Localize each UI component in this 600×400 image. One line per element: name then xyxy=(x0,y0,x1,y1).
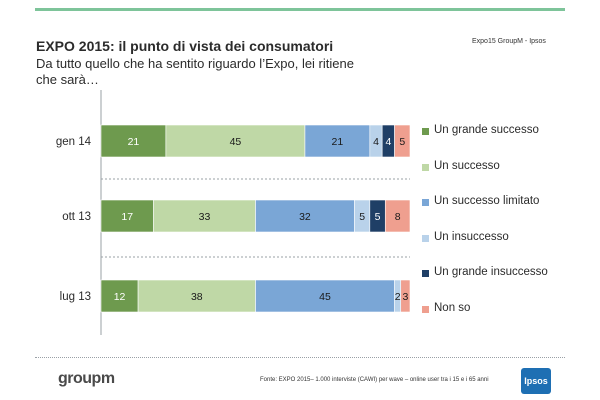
data-label: 8 xyxy=(395,211,401,223)
data-label: 38 xyxy=(191,291,203,303)
legend-label: Non so xyxy=(434,301,471,314)
legend-label: Un insuccesso xyxy=(434,230,509,243)
legend-swatch xyxy=(422,234,429,242)
legend-label: Un successo limitato xyxy=(434,195,540,207)
data-label: 3 xyxy=(402,291,408,303)
data-label: 33 xyxy=(199,211,211,223)
legend-label: Un successo xyxy=(434,159,500,172)
bar-segment xyxy=(255,199,355,233)
data-label: 17 xyxy=(121,211,133,223)
top-accent-bar xyxy=(35,8,565,11)
data-label: 12 xyxy=(114,291,126,303)
legend-swatch xyxy=(422,128,429,135)
bar-segment xyxy=(384,199,411,233)
footer-source: Fonte: EXPO 2015– 1.000 interviste (CAWI… xyxy=(260,377,489,383)
chart-subtitle: Da tutto quello che ha sentito riguardo … xyxy=(36,56,354,87)
data-label: 4 xyxy=(385,136,391,148)
bar-segment xyxy=(137,279,256,313)
data-label: 45 xyxy=(230,136,242,148)
data-label: 5 xyxy=(375,211,381,223)
source-label-top: Expo15 GroupM - Ipsos xyxy=(472,38,546,45)
data-label: 4 xyxy=(373,136,379,148)
data-label: 45 xyxy=(319,291,331,303)
category-label: lug 13 xyxy=(60,291,91,303)
data-label: 5 xyxy=(359,211,365,223)
ipsos-logo: Ipsos xyxy=(521,368,551,394)
chart-title: EXPO 2015: il punto di vista dei consuma… xyxy=(36,38,334,54)
bar-segment xyxy=(394,124,411,158)
legend-swatch xyxy=(422,305,429,313)
bar-segment xyxy=(400,279,411,313)
category-label: ott 13 xyxy=(62,211,91,223)
bar-segment xyxy=(100,199,154,233)
footer-divider xyxy=(35,357,565,358)
bar-segment xyxy=(165,124,306,158)
bar-segment xyxy=(304,124,371,158)
legend-swatch xyxy=(422,270,429,277)
bar-segment xyxy=(255,279,395,313)
data-label: 2 xyxy=(395,291,401,303)
legend-swatch xyxy=(422,163,429,171)
data-label: 5 xyxy=(399,136,405,148)
bar-segment xyxy=(100,124,167,158)
legend-label: Un grande successo xyxy=(434,124,539,136)
bar-segment xyxy=(153,199,256,233)
groupm-logo: groupm xyxy=(58,370,115,387)
legend-label: Un grande insuccesso xyxy=(434,266,548,278)
data-label: 32 xyxy=(299,211,311,223)
data-label: 21 xyxy=(128,136,140,148)
data-label: 21 xyxy=(332,136,344,148)
category-label: gen 14 xyxy=(56,136,92,148)
legend-swatch xyxy=(422,199,429,206)
